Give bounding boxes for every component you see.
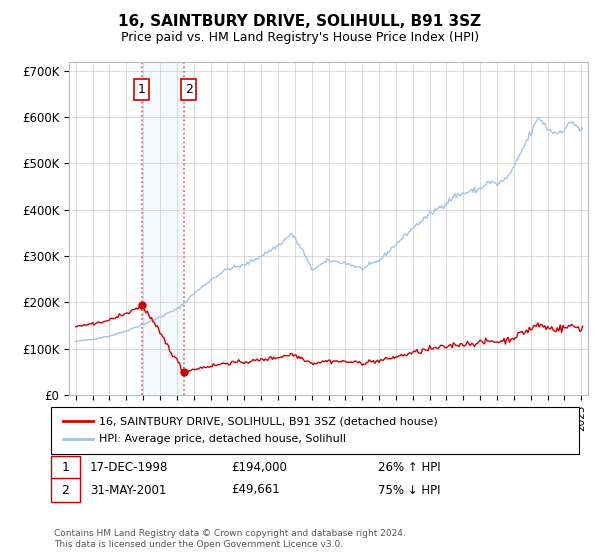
Bar <box>142 62 184 395</box>
Text: Price paid vs. HM Land Registry's House Price Index (HPI): Price paid vs. HM Land Registry's House … <box>121 31 479 44</box>
Text: 31-MAY-2001: 31-MAY-2001 <box>90 483 166 497</box>
Text: 2: 2 <box>185 83 193 96</box>
Text: 2: 2 <box>61 483 70 497</box>
Text: Contains HM Land Registry data © Crown copyright and database right 2024.
This d: Contains HM Land Registry data © Crown c… <box>54 529 406 549</box>
Text: £194,000: £194,000 <box>231 461 287 474</box>
Text: 1: 1 <box>137 83 146 96</box>
Text: 75% ↓ HPI: 75% ↓ HPI <box>378 483 440 497</box>
Text: 16, SAINTBURY DRIVE, SOLIHULL, B91 3SZ: 16, SAINTBURY DRIVE, SOLIHULL, B91 3SZ <box>118 14 482 29</box>
Text: £49,661: £49,661 <box>231 483 280 497</box>
Text: HPI: Average price, detached house, Solihull: HPI: Average price, detached house, Soli… <box>99 435 346 444</box>
Text: 26% ↑ HPI: 26% ↑ HPI <box>378 461 440 474</box>
Text: 16, SAINTBURY DRIVE, SOLIHULL, B91 3SZ (detached house): 16, SAINTBURY DRIVE, SOLIHULL, B91 3SZ (… <box>99 417 438 426</box>
Text: 17-DEC-1998: 17-DEC-1998 <box>90 461 169 474</box>
Text: 1: 1 <box>61 461 70 474</box>
